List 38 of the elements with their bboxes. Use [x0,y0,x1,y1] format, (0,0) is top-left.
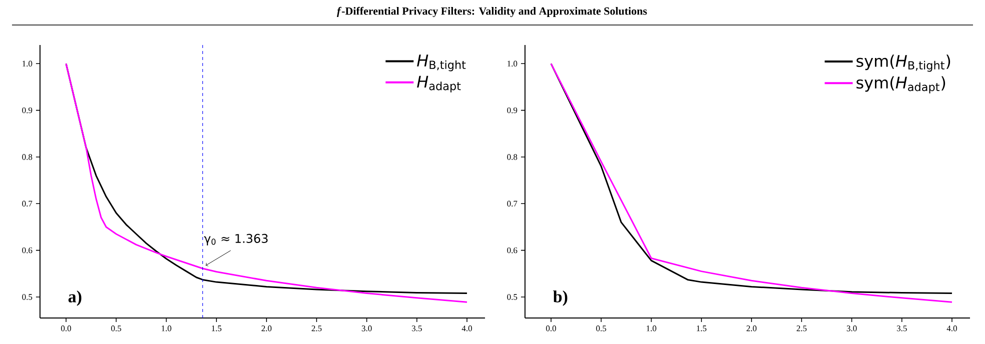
x-tick-label: 2.5 [312,326,322,332]
y-tick-label: 0.8 [507,154,518,160]
x-tick-label: 3.0 [362,326,372,332]
x-tick-label: 2.0 [746,326,756,332]
y-tick-label: 0.9 [507,107,518,114]
y-tick-label: 1.0 [508,60,518,67]
annotation: b) [553,290,568,306]
y-tick-label: 0.7 [22,200,32,207]
x-tick-label: 3.0 [846,326,857,332]
legend-label: H$_{adapt}$ [417,76,461,92]
y-tick-label: 0.7 [507,200,518,207]
y-tick-label: 0.5 [22,294,32,300]
legend-label: sym(H$_{adapt}$) [856,76,946,94]
x-tick-label: 4.0 [946,326,957,332]
x-tick-label: 4.0 [462,326,472,332]
y-tick-label: 1.0 [22,60,32,67]
y-tick-label: 0.6 [507,247,518,254]
chart-title: f-Differential Privacy Filters: Validity and Approximate Solutions [336,6,647,18]
x-tick-label: 3.5 [896,326,907,332]
x-tick-label: 0.0 [61,326,72,332]
annotation: γ$_{0}$ ≈ 1.363 [204,234,268,246]
x-tick-label: 1.5 [212,326,222,332]
x-tick-label: 0.0 [546,326,556,332]
y-tick-label: 0.8 [22,154,32,160]
x-tick-label: 0.5 [596,326,606,332]
y-tick-label: 0.6 [22,247,32,254]
x-tick-label: 3.5 [412,326,422,332]
x-tick-label: 1.0 [162,326,172,332]
x-tick-label: 0.5 [111,326,122,332]
legend-label: sym(H$_{B,tight}$) [856,54,950,72]
y-tick-label: 0.5 [507,294,518,300]
x-tick-label: 1.5 [696,326,706,332]
x-tick-label: 2.5 [796,326,807,332]
annotation: a) [68,290,82,306]
y-tick-label: 0.9 [22,107,32,114]
x-tick-label: 1.0 [646,326,656,332]
legend-label: H$_{B,tight}$ [417,54,466,72]
x-tick-label: 2.0 [262,326,272,332]
